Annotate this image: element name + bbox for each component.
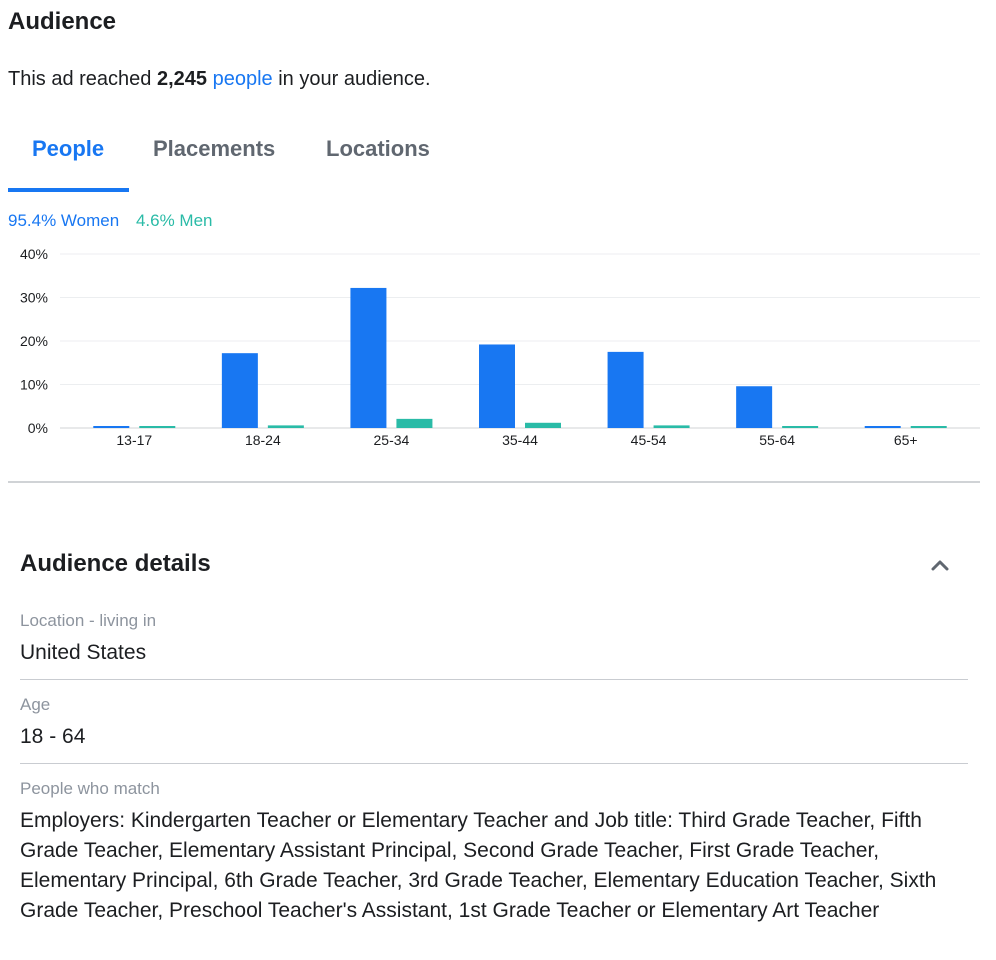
field-divider xyxy=(20,763,968,764)
bar-women xyxy=(350,287,387,428)
x-tick-label: 13-17 xyxy=(116,432,152,448)
bar-women xyxy=(736,386,773,428)
page-title: Audience xyxy=(8,8,117,35)
bar-men xyxy=(139,426,176,428)
y-tick-label: 10% xyxy=(20,377,48,393)
bar-men xyxy=(653,425,690,428)
tab-bar: People Placements Locations xyxy=(8,126,508,194)
y-tick-label: 30% xyxy=(20,290,48,306)
x-tick-label: 55-64 xyxy=(759,432,795,448)
field-divider xyxy=(20,679,968,680)
gender-legend: 95.4% Women 4.6% Men xyxy=(8,211,212,231)
bar-women xyxy=(93,426,130,428)
active-tab-indicator xyxy=(8,188,129,192)
y-tick-label: 20% xyxy=(20,333,48,349)
bar-men xyxy=(782,426,819,428)
x-tick-label: 18-24 xyxy=(245,432,281,448)
bar-women xyxy=(479,344,515,428)
age-label: Age xyxy=(20,695,51,714)
x-tick-label: 65+ xyxy=(894,432,918,448)
y-tick-label: 0% xyxy=(28,420,48,436)
reach-summary: This ad reached 2,245 people in your aud… xyxy=(8,68,431,91)
x-tick-label: 35-44 xyxy=(502,432,538,448)
chart-svg: 0% 10% 20% 30% 40% 13-17 18-24 25-34 35-44 45-54 5… xyxy=(20,246,980,448)
legend-women: 95.4% Women xyxy=(8,211,120,230)
bar-women xyxy=(864,426,901,428)
bar-men xyxy=(525,422,561,428)
audience-details-title: Audience details xyxy=(20,550,211,577)
location-label: Location - living in xyxy=(20,611,157,630)
bar-men xyxy=(910,426,947,428)
age-gender-chart: 0% 10% 20% 30% 40% 13-17 18-24 25-34 35-44 45-54 5… xyxy=(0,240,990,460)
people-link[interactable]: people xyxy=(212,68,273,90)
legend-men: 4.6% Men xyxy=(135,211,213,230)
tab-locations[interactable]: Locations xyxy=(326,136,430,161)
bar-men xyxy=(267,425,304,428)
x-tick-label: 25-34 xyxy=(374,432,410,448)
chevron-up-icon[interactable] xyxy=(926,551,954,579)
reach-suffix: in your audience. xyxy=(278,68,431,90)
bar-men xyxy=(396,418,433,428)
bar-women xyxy=(221,353,258,428)
match-value: Employers: Kindergarten Teacher or Eleme… xyxy=(20,809,937,922)
x-tick-label: 45-54 xyxy=(631,432,667,448)
match-label: People who match xyxy=(20,779,160,798)
section-divider xyxy=(8,481,980,483)
bar-women xyxy=(607,351,644,428)
tab-placements[interactable]: Placements xyxy=(153,136,276,161)
y-tick-label: 40% xyxy=(20,246,48,262)
age-value: 18 - 64 xyxy=(20,725,86,748)
location-value: United States xyxy=(20,641,147,664)
reach-count: 2,245 xyxy=(156,68,208,90)
tab-people[interactable]: People xyxy=(32,136,105,161)
reach-prefix: This ad reached xyxy=(8,68,152,90)
